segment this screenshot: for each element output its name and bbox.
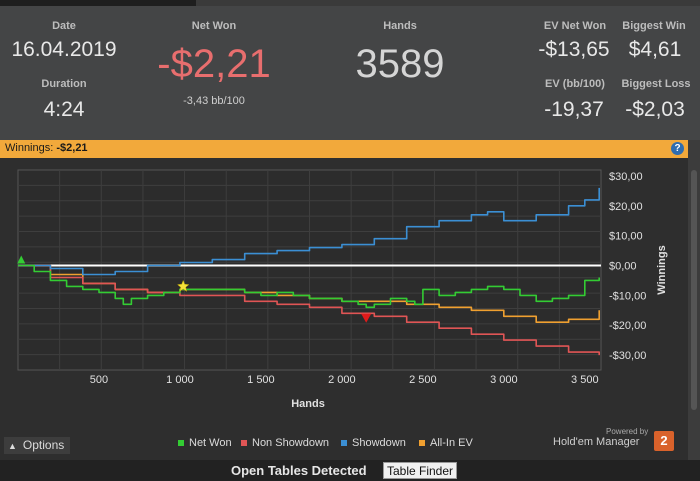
legend-swatch-showdown	[341, 440, 347, 446]
chart-series	[18, 187, 600, 356]
session-stats-panel: Date 16.04.2019 Duration 4:24 Net Won -$…	[0, 6, 700, 140]
y-tick-label: $10,00	[609, 231, 643, 243]
x-tick-label: 500	[90, 374, 108, 386]
chart-gridlines	[18, 170, 601, 370]
biggest-win-label: Biggest Win	[622, 20, 686, 32]
biggest-win-value: $4,61	[628, 38, 682, 61]
duration-label: Duration	[41, 78, 87, 90]
net-won-label: Net Won	[191, 20, 237, 32]
y-tick-label: $20,00	[609, 201, 643, 213]
y-axis-label: Winnings	[656, 245, 668, 294]
ev-bb100-value: -19,37	[544, 98, 604, 121]
legend-showdown: Showdown	[341, 437, 406, 449]
options-label: Options	[22, 438, 65, 452]
window-top-strip	[0, 0, 700, 6]
options-toggle[interactable]: ▲ Options	[4, 437, 70, 454]
chart-markers	[17, 255, 372, 323]
legend-swatch-net-won	[178, 440, 184, 446]
y-axis-ticks: $30,00 $20,00 $10,00 $0,00 -$10,00 -$20,00 -$3…	[609, 171, 646, 362]
date-label: Date	[52, 20, 76, 32]
legend-all-in-ev: All-In EV	[419, 437, 473, 449]
worst-point-triangle-icon	[361, 313, 372, 323]
open-tables-title: Open Tables Detected	[231, 463, 367, 478]
brand-name: Hold'em Manager	[553, 436, 640, 448]
y-tick-label: -$10,00	[609, 290, 646, 302]
table-finder-button[interactable]: Table Finder	[383, 462, 457, 479]
x-tick-label: 1 000	[166, 374, 194, 386]
net-won-value: -$2,21	[157, 42, 271, 86]
x-axis-ticks: 500 1 000 1 500 2 000 2 500 3 000 3 500	[90, 374, 599, 386]
y-tick-label: -$30,00	[609, 350, 646, 362]
hm2-logo: 2	[654, 431, 674, 451]
winnings-banner-text: Winnings: -$2,21	[5, 142, 88, 154]
legend-non-showdown: Non Showdown	[241, 437, 329, 449]
series-line-non-showdown	[18, 264, 600, 356]
y-tick-label: -$20,00	[609, 320, 646, 332]
legend-label-showdown: Showdown	[352, 437, 406, 449]
best-point-star-icon	[176, 279, 190, 292]
x-axis-label: Hands	[291, 398, 325, 410]
start-point-triangle-icon	[17, 255, 26, 264]
legend-swatch-all-in-ev	[419, 440, 425, 446]
duration-value: 4:24	[43, 98, 85, 121]
x-tick-label: 3 000	[490, 374, 518, 386]
biggest-loss-value: -$2,03	[625, 98, 685, 121]
x-tick-label: 2 500	[409, 374, 437, 386]
net-won-bb100: -3,43 bb/100	[183, 95, 245, 107]
vertical-scrollbar[interactable]	[688, 140, 700, 460]
winnings-banner: Winnings: -$2,21 ?	[0, 140, 688, 158]
x-tick-label: 2 000	[328, 374, 356, 386]
window-top-segment	[196, 0, 700, 6]
y-tick-label: $0,00	[609, 261, 637, 273]
series-line-showdown	[18, 187, 600, 276]
ev-bb100-label: EV (bb/100)	[545, 78, 605, 90]
series-line-net-won	[18, 264, 600, 309]
biggest-loss-label: Biggest Loss	[621, 78, 691, 90]
winnings-value: -$2,21	[56, 142, 88, 154]
legend-label-non-showdown: Non Showdown	[252, 437, 330, 449]
ev-net-won-value: -$13,65	[538, 38, 610, 61]
ev-net-won-label: EV Net Won	[543, 20, 607, 32]
powered-by-text: Powered by	[606, 427, 649, 436]
footer-bar: Open Tables Detected Table Finder	[0, 460, 700, 481]
winnings-chart: 500 1 000 1 500 2 000 2 500 3 000 3 500 $30,00…	[17, 169, 668, 410]
x-tick-label: 1 500	[247, 374, 275, 386]
hands-value: 3589	[355, 42, 445, 86]
hands-label: Hands	[383, 20, 417, 32]
legend-label-all-in-ev: All-In EV	[430, 437, 473, 449]
date-value: 16.04.2019	[11, 38, 117, 61]
caret-up-icon: ▲	[8, 441, 17, 451]
y-tick-label: $30,00	[609, 171, 643, 183]
legend-swatch-non-showdown	[241, 440, 247, 446]
help-icon[interactable]: ?	[671, 142, 684, 155]
legend-label-net-won: Net Won	[189, 437, 232, 449]
x-tick-label: 3 500	[571, 374, 599, 386]
legend-net-won: Net Won	[178, 437, 232, 449]
winnings-label: Winnings:	[5, 142, 54, 154]
scrollbar-thumb[interactable]	[691, 170, 697, 410]
